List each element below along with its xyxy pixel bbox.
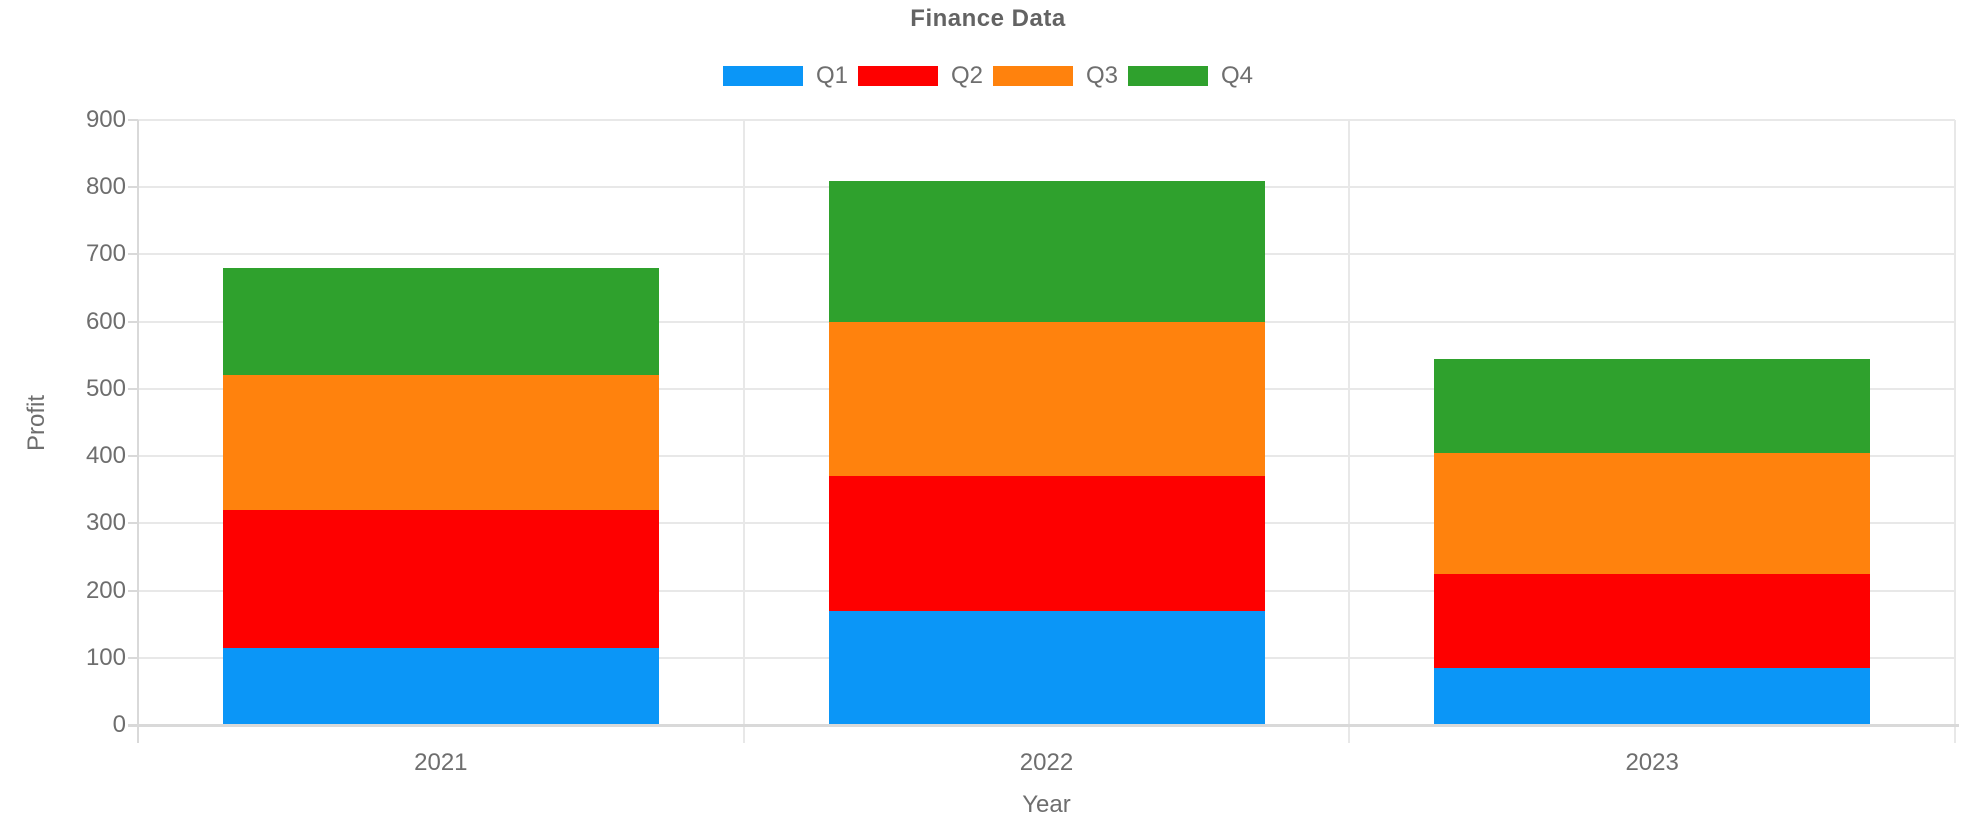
gridline-x-3 xyxy=(1954,120,1956,743)
gridline-y-900 xyxy=(138,119,1955,121)
y-tick-mark-200 xyxy=(128,589,138,592)
y-tick-label-700: 700 xyxy=(85,240,126,268)
legend-swatch-q2 xyxy=(857,66,938,86)
legend-label-q1: Q1 xyxy=(815,62,848,89)
y-tick-mark-400 xyxy=(128,455,138,458)
y-tick-mark-600 xyxy=(128,320,138,323)
y-tick-label-600: 600 xyxy=(85,307,126,335)
y-tick-label-100: 100 xyxy=(85,643,126,671)
y-tick-label-500: 500 xyxy=(85,374,126,402)
bar-2022-q3[interactable] xyxy=(828,321,1265,477)
y-tick-label-0: 0 xyxy=(112,711,126,738)
legend-item-q4[interactable]: Q4 xyxy=(1128,62,1254,89)
x-tick-label-2021: 2021 xyxy=(414,749,468,776)
gridline-x-1 xyxy=(742,120,745,743)
legend-item-q1[interactable]: Q1 xyxy=(722,62,848,89)
bar-2021-q2[interactable] xyxy=(222,509,659,648)
bar-2023-q4[interactable] xyxy=(1434,358,1871,453)
y-tick-mark-800 xyxy=(128,186,138,189)
y-tick-mark-700 xyxy=(128,253,138,256)
bar-2021-q1[interactable] xyxy=(222,647,659,725)
bar-2023-q2[interactable] xyxy=(1434,573,1871,668)
y-tick-label-300: 300 xyxy=(85,509,126,537)
bar-2022-q2[interactable] xyxy=(828,476,1265,611)
bar-2022-q1[interactable] xyxy=(828,610,1265,725)
legend-swatch-q4 xyxy=(1128,66,1209,86)
gridline-x-2 xyxy=(1348,120,1351,743)
legend-item-q3[interactable]: Q3 xyxy=(993,62,1119,89)
x-axis-title: Year xyxy=(1022,791,1071,818)
y-tick-mark-300 xyxy=(128,522,138,525)
y-tick-mark-100 xyxy=(128,656,138,659)
y-tick-label-200: 200 xyxy=(85,576,126,604)
bar-2021-q3[interactable] xyxy=(222,375,659,510)
chart-title: Finance Data xyxy=(910,5,1066,32)
bar-2023-q1[interactable] xyxy=(1434,667,1871,725)
legend-swatch-q1 xyxy=(722,66,803,86)
legend-label-q4: Q4 xyxy=(1221,62,1254,89)
bar-2023-q3[interactable] xyxy=(1434,452,1871,574)
y-tick-mark-500 xyxy=(128,387,138,390)
x-tick-label-2023: 2023 xyxy=(1625,749,1679,776)
legend-label-q2: Q2 xyxy=(950,62,983,89)
y-axis-line xyxy=(137,120,139,743)
x-tick-label-2022: 2022 xyxy=(1019,749,1074,776)
y-axis-title: Profit xyxy=(23,394,50,451)
y-tick-mark-900 xyxy=(128,119,138,121)
x-axis-line xyxy=(128,724,1959,727)
legend: Q1 Q2 Q3 Q4 xyxy=(0,62,1976,89)
y-tick-label-800: 800 xyxy=(85,173,126,201)
y-tick-label-400: 400 xyxy=(85,442,126,470)
bar-2022-q4[interactable] xyxy=(828,180,1265,322)
legend-label-q3: Q3 xyxy=(1086,62,1119,89)
bar-2021-q4[interactable] xyxy=(222,267,659,376)
legend-item-q2[interactable]: Q2 xyxy=(857,62,983,89)
legend-swatch-q3 xyxy=(993,66,1073,86)
y-tick-label-900: 900 xyxy=(85,106,126,133)
